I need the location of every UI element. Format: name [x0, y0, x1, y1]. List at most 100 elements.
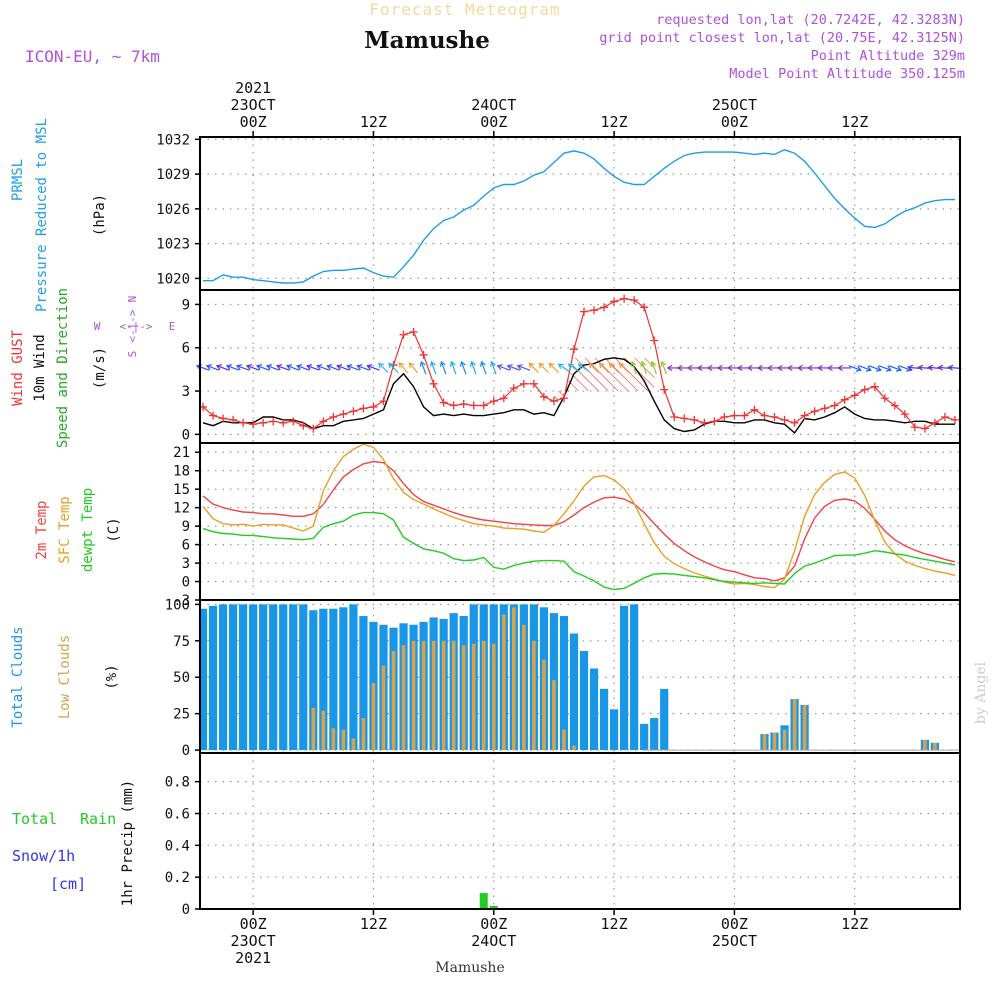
point-altitude: Point Altitude 329m: [811, 48, 965, 64]
arrow-head: [736, 364, 743, 372]
arrow-head: [650, 360, 657, 367]
arrow-shaft: [256, 365, 270, 371]
bar-low-clouds: [401, 645, 406, 751]
panels: 1020 1023 1026 1029 1032 0 3 6 9 -3 0 3 6 9 12 15 18 21 0 2…: [156, 132, 962, 918]
label-hpa: (hPa): [92, 194, 108, 236]
wind-arrow: [878, 365, 893, 372]
arrow-head: [947, 364, 954, 371]
time-label: 12Z: [360, 113, 387, 131]
bar-low-clouds: [762, 734, 767, 751]
label-2m-temp: 2m Temp: [34, 500, 50, 559]
arrow-head: [608, 362, 615, 369]
arrow-head: [577, 363, 584, 370]
gust-point: [569, 345, 578, 354]
wind-arrow: [837, 364, 852, 372]
arrow-head: [528, 362, 535, 369]
arrow-head: [875, 365, 882, 372]
time-label: 00Z: [480, 915, 507, 933]
time-label: 12Z: [360, 915, 387, 933]
gust-point: [299, 421, 308, 430]
arrow-head: [516, 364, 523, 370]
compass-north: N: [126, 296, 139, 303]
arrow-head: [378, 362, 384, 369]
arrow-head: [827, 364, 833, 372]
gust-point: [820, 404, 829, 413]
wind-arrow: [588, 362, 600, 373]
wind-arrow: [265, 364, 280, 371]
bar-total-clouds: [640, 723, 649, 751]
gust-point: [910, 423, 919, 432]
y-tick-label: 6: [182, 341, 190, 357]
bar-low-clouds: [782, 729, 787, 751]
y-tick-label: 9: [182, 519, 190, 535]
wind-arrow: [225, 364, 240, 371]
gust-point: [590, 306, 599, 315]
label-prmsl: PRMSL: [10, 159, 26, 201]
bar-low-clouds: [441, 640, 446, 751]
gust-point: [469, 401, 478, 410]
arrow-head: [776, 364, 783, 372]
arrow-head: [459, 360, 466, 367]
gust-point: [409, 327, 418, 336]
arrow-head: [496, 364, 503, 370]
arrow-head: [506, 364, 513, 370]
arrow-shaft: [848, 365, 862, 371]
wind-arrow: [630, 360, 637, 375]
time-label: 00Z: [480, 113, 507, 131]
time-label: 00Z: [721, 113, 748, 131]
gust-point: [379, 397, 388, 406]
gust-point: [610, 297, 619, 306]
wind-arrow: [419, 360, 427, 375]
arrow-head: [706, 364, 713, 372]
gust-point: [770, 413, 779, 422]
time-label: 12Z: [841, 915, 868, 933]
y-tick-label: 25: [173, 707, 190, 723]
y-tick-label: 3: [182, 556, 190, 572]
arrow-head: [429, 360, 436, 367]
arrow-shaft: [236, 365, 250, 371]
bar-total-clouds: [279, 604, 288, 751]
bar-total-clouds: [599, 688, 609, 751]
wind-arrow: [506, 364, 521, 371]
wind-arrow: [608, 362, 620, 373]
bar-total-clouds: [349, 604, 358, 751]
gust-point: [369, 402, 378, 411]
time-label: 12Z: [601, 113, 628, 131]
bar-low-clouds: [311, 707, 316, 751]
arrow-head: [716, 364, 723, 372]
arrow-head: [245, 364, 253, 370]
wind-arrow: [848, 365, 862, 372]
arrow-shaft: [558, 363, 570, 373]
series-dewpt-temp: [202, 511, 956, 591]
arrow-head: [286, 364, 293, 370]
time-label: 25OCT: [712, 96, 757, 114]
gust-point: [489, 397, 498, 406]
gust-point: [429, 379, 438, 388]
arrow-head: [666, 364, 673, 372]
arrow-shaft: [398, 362, 409, 374]
gust-point: [539, 392, 548, 401]
wind-arrow: [548, 362, 559, 373]
arrow-head: [676, 364, 683, 372]
gust-point: [269, 417, 278, 426]
arrow-shaft: [548, 362, 559, 373]
label-percent: (%): [104, 664, 120, 689]
panel-wind: 0 3 6 9: [182, 289, 962, 444]
bar-low-clouds: [381, 665, 386, 751]
bar-low-clouds: [522, 624, 526, 751]
gust-point: [419, 350, 428, 359]
gust-point: [459, 400, 468, 409]
arrow-shaft: [497, 365, 511, 371]
label-cm: [cm]: [50, 875, 86, 893]
arrow-head: [316, 364, 323, 370]
panel-clouds: 0 25 50 75 100: [165, 597, 961, 759]
arrow-shaft: [450, 361, 457, 375]
location-title: Mamushe: [364, 27, 490, 54]
y-tick-label: 1032: [156, 132, 190, 148]
grid-point-coords: grid point closest lon,lat (20.75E, 42.3…: [599, 30, 965, 46]
bar-low-clouds: [572, 745, 576, 751]
label-total: Total: [12, 810, 57, 828]
gust-point: [830, 401, 839, 410]
